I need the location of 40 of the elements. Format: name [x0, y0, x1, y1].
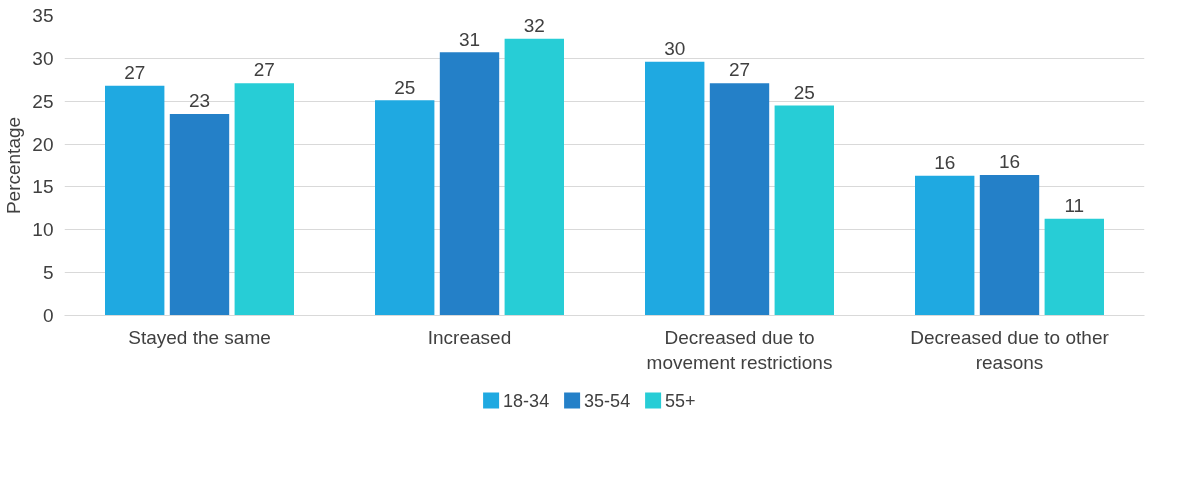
data-label: 27	[728, 59, 751, 81]
bar	[105, 85, 165, 316]
y-tick-label: 35	[32, 5, 54, 26]
data-label: 25	[793, 81, 815, 103]
x-tick-label: Stayed the same	[128, 326, 271, 348]
legend-label: 35-54	[584, 391, 631, 411]
bar	[439, 52, 500, 316]
data-label: 27	[124, 61, 146, 83]
bar	[169, 114, 230, 316]
bar	[1044, 218, 1104, 316]
bar	[709, 83, 770, 316]
bar	[504, 38, 564, 316]
x-tick-label: Decreased due to other reasons	[910, 326, 1110, 373]
data-label: 16	[934, 151, 956, 173]
data-label: 25	[394, 76, 416, 98]
legend-label: 18-34	[503, 391, 550, 411]
data-label: 31	[458, 28, 481, 50]
y-tick-label: 10	[32, 219, 54, 241]
y-tick-label: 20	[32, 133, 54, 155]
y-tick-label: 15	[32, 176, 54, 198]
bar	[774, 105, 834, 316]
y-axis-title: Percentage	[3, 116, 25, 215]
bar	[234, 83, 294, 316]
x-tick-label: Increased	[427, 326, 512, 348]
y-tick-label: 5	[42, 262, 54, 284]
x-tick-label: Decreased due to movement restrictions	[646, 326, 833, 373]
data-label: 30	[664, 37, 686, 59]
bar	[375, 100, 435, 316]
data-label: 27	[253, 59, 275, 81]
data-label: 32	[523, 14, 545, 36]
bar	[645, 61, 705, 316]
bar	[915, 175, 975, 316]
data-label: 23	[188, 90, 211, 112]
y-tick-label: 30	[32, 47, 54, 69]
data-label: 11	[1064, 194, 1085, 216]
bar	[979, 174, 1040, 316]
data-label: 16	[998, 151, 1021, 173]
y-tick-label: 25	[32, 90, 54, 112]
legend-label: 55+	[665, 391, 696, 411]
y-tick-label: 0	[42, 305, 54, 326]
